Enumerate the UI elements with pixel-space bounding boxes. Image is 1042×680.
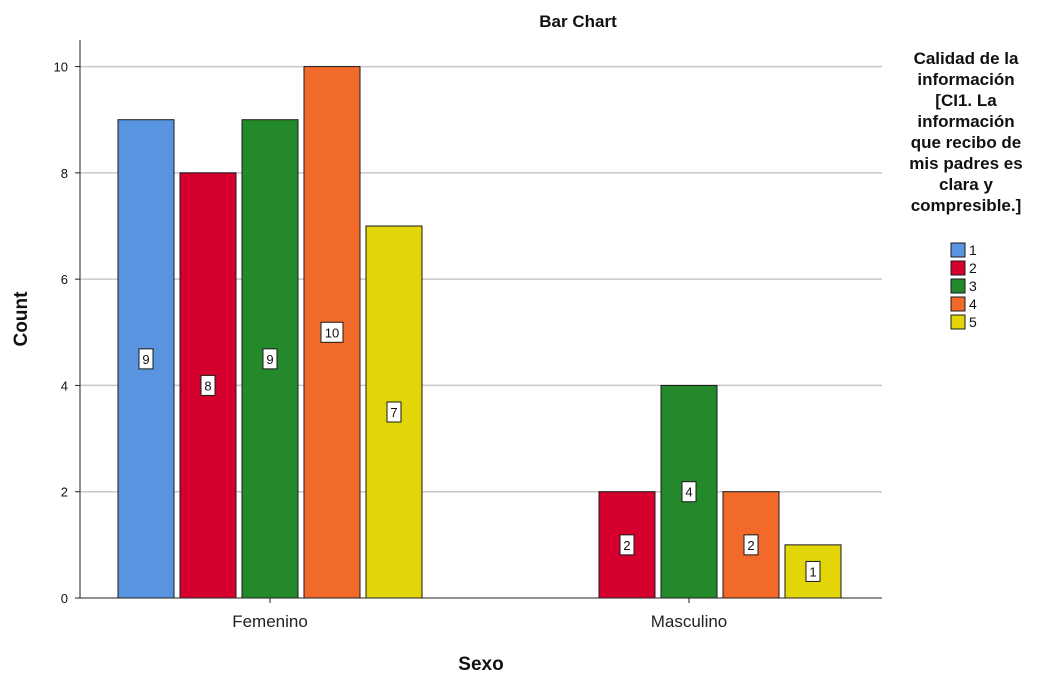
legend-title-line: clara y [939,175,993,194]
y-tick-label: 10 [54,60,68,75]
x-tick-label: Femenino [232,612,308,631]
legend-title-line: información [917,112,1014,131]
legend-swatch [950,296,966,312]
data-label: 1 [805,560,821,582]
legend-title-line: compresible.] [911,196,1022,215]
legend-label: 5 [969,314,977,330]
legend-swatch [950,242,966,258]
svg-text:4: 4 [685,485,692,500]
y-tick-label: 8 [61,166,68,181]
x-tick-label: Masculino [651,612,728,631]
legend-label: 2 [969,260,977,276]
y-tick-label: 2 [61,485,68,500]
legend-title-line: [CI1. La [935,91,997,110]
legend-item-4: 4 [950,296,977,312]
svg-text:9: 9 [266,352,273,367]
x-ticks: Femenino Masculino [232,598,727,631]
y-tick-label: 4 [61,378,68,393]
legend-title-line: Calidad de la [914,49,1019,68]
data-label: 9 [262,348,278,370]
svg-text:8: 8 [204,378,211,393]
svg-text:1: 1 [809,564,816,579]
legend-item-1: 1 [950,242,977,258]
x-axis-label: Sexo [458,654,503,675]
legend-title-line: que recibo de [911,133,1022,152]
legend-label: 1 [969,242,977,258]
data-labels: 9 8 9 10 7 2 4 2 1 [138,321,821,582]
svg-text:2: 2 [747,538,754,553]
data-label: 2 [619,534,635,556]
svg-text:2: 2 [623,538,630,553]
data-label: 9 [138,348,154,370]
y-axis-label: Count [11,291,32,347]
y-tick-label: 0 [61,591,68,606]
data-label: 8 [200,374,216,396]
data-label: 10 [320,321,344,343]
bars [117,66,842,599]
legend-swatch [950,260,966,276]
legend-title-line: mis padres es [909,154,1022,173]
legend-swatch [950,314,966,330]
y-tick-label: 6 [61,272,68,287]
legend-item-2: 2 [950,260,977,276]
svg-text:10: 10 [325,325,339,340]
legend-label: 3 [969,278,977,294]
legend: Calidad de la información [CI1. La informac… [909,49,1022,330]
legend-item-5: 5 [950,314,977,330]
data-label: 4 [681,481,697,503]
svg-text:9: 9 [142,352,149,367]
legend-item-3: 3 [950,278,977,294]
data-label: 2 [743,534,759,556]
svg-text:7: 7 [390,405,397,420]
data-label: 7 [386,401,402,423]
chart-title: Bar Chart [539,12,617,31]
legend-title-line: información [917,70,1014,89]
legend-label: 4 [969,296,977,312]
y-ticks: 0 2 4 6 8 10 [54,60,80,606]
legend-swatch [950,278,966,294]
